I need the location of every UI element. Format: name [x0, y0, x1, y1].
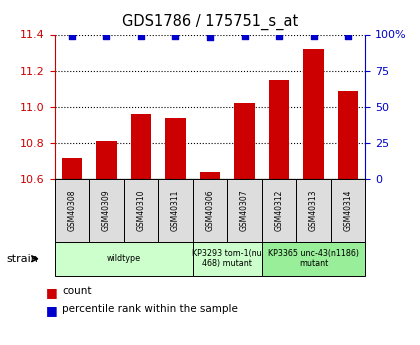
Text: GSM40311: GSM40311	[171, 190, 180, 231]
Point	[207, 34, 213, 40]
Point	[103, 33, 110, 39]
Point	[138, 33, 144, 39]
Text: GSM40310: GSM40310	[136, 190, 145, 231]
Text: GDS1786 / 175751_s_at: GDS1786 / 175751_s_at	[122, 14, 298, 30]
Point	[68, 33, 75, 39]
Point	[172, 33, 179, 39]
Point	[345, 33, 352, 39]
Text: KP3365 unc-43(n1186)
mutant: KP3365 unc-43(n1186) mutant	[268, 249, 359, 268]
Text: GSM40314: GSM40314	[344, 190, 353, 231]
Bar	[338, 91, 359, 179]
Text: count: count	[62, 286, 92, 296]
Bar	[96, 141, 117, 179]
Text: GSM40309: GSM40309	[102, 190, 111, 231]
Bar	[234, 104, 255, 179]
Bar	[269, 80, 289, 179]
Text: KP3293 tom-1(nu
468) mutant: KP3293 tom-1(nu 468) mutant	[192, 249, 262, 268]
Bar	[200, 172, 221, 179]
Bar	[303, 49, 324, 179]
Text: GSM40308: GSM40308	[67, 190, 76, 231]
Text: strain: strain	[6, 254, 38, 264]
Point	[276, 33, 282, 39]
Text: GSM40307: GSM40307	[240, 190, 249, 231]
Text: ■: ■	[46, 304, 58, 317]
Text: GSM40306: GSM40306	[205, 190, 215, 231]
Point	[241, 33, 248, 39]
Text: GSM40313: GSM40313	[309, 190, 318, 231]
Text: ■: ■	[46, 286, 58, 299]
Bar	[165, 118, 186, 179]
Point	[310, 33, 317, 39]
Text: GSM40312: GSM40312	[275, 190, 284, 231]
Text: wildtype: wildtype	[107, 254, 141, 263]
Bar	[61, 158, 82, 179]
Text: percentile rank within the sample: percentile rank within the sample	[62, 304, 238, 314]
Bar	[131, 114, 151, 179]
